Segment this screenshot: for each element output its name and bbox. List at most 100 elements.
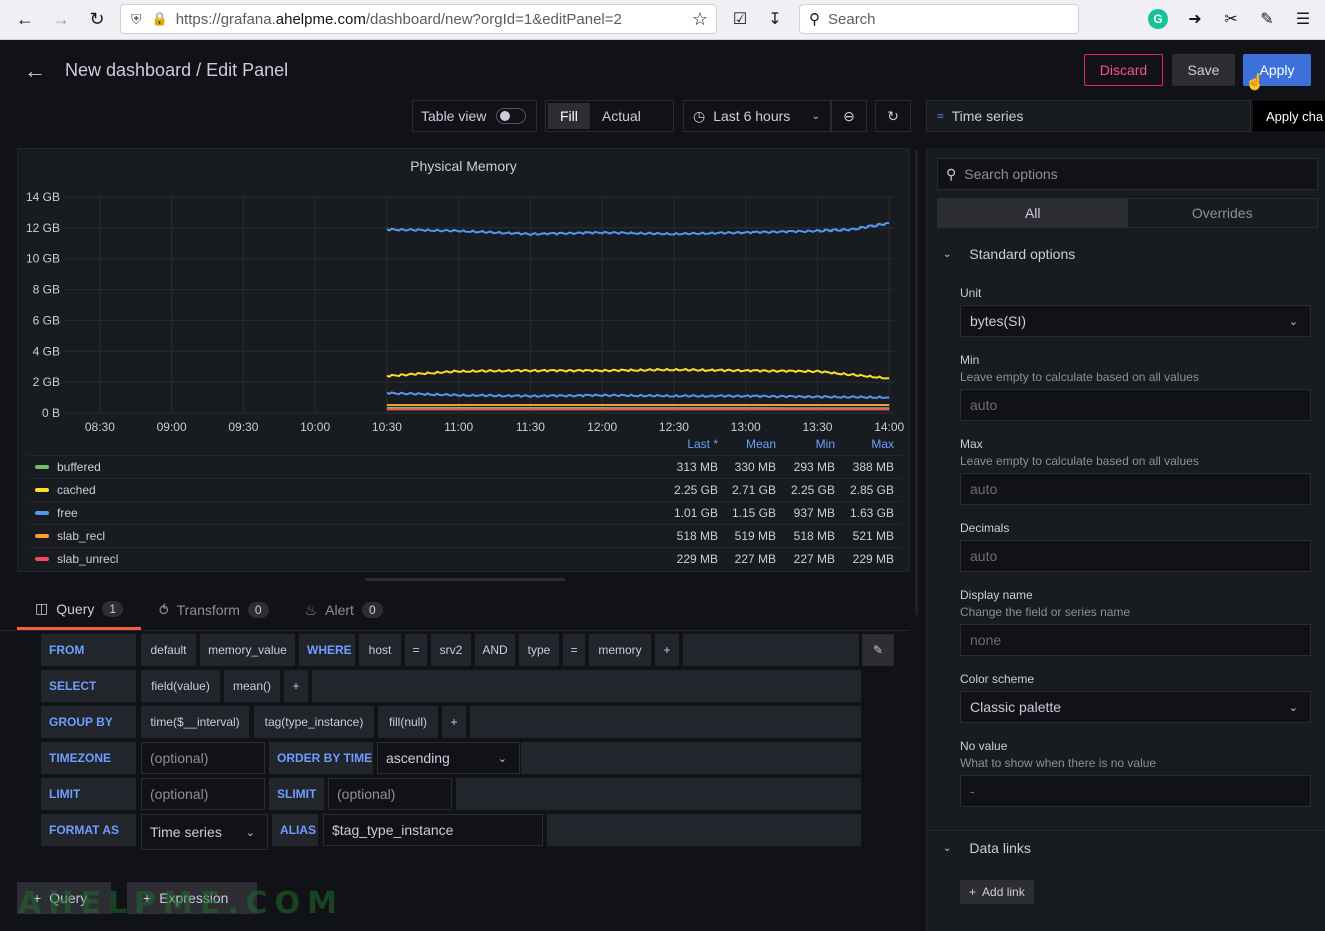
from-measurement[interactable]: memory_value — [200, 634, 295, 666]
edit-query-button[interactable]: ✎ — [862, 634, 894, 666]
legend-header-min[interactable]: Min — [815, 437, 835, 451]
add-expression-button[interactable]: + Expression — [127, 882, 257, 914]
unit-select[interactable]: bytes(SI) ⌄ — [960, 305, 1311, 337]
timezone-input[interactable]: (optional) — [141, 742, 265, 774]
add-query-button[interactable]: + Query — [17, 882, 111, 914]
standard-options-label: Standard options — [969, 246, 1076, 262]
display-name-input[interactable]: none — [960, 624, 1311, 656]
x-tick-label: 08:30 — [85, 420, 115, 434]
from-keyword: FROM — [41, 634, 136, 666]
slimit-input[interactable]: (optional) — [328, 778, 452, 810]
plus-icon: + — [143, 890, 152, 906]
from-policy[interactable]: default — [141, 634, 196, 666]
color-scheme-select[interactable]: Classic palette ⌄ — [960, 691, 1311, 723]
refresh-button[interactable]: ↻ — [875, 100, 911, 132]
add-link-button[interactable]: + Add link — [960, 880, 1034, 904]
select-function[interactable]: mean() — [224, 670, 280, 702]
back-arrow-icon[interactable]: ← — [24, 58, 46, 83]
group-by-time[interactable]: time($__interval) — [141, 706, 249, 738]
save-button[interactable]: Save — [1172, 54, 1235, 86]
max-input[interactable]: auto — [960, 473, 1311, 505]
where-value-memory[interactable]: memory — [589, 634, 651, 666]
legend-series-name: cached — [57, 483, 96, 497]
legend-row-free[interactable]: free 1.01 GB 1.15 GB 937 MB 1.63 GB — [28, 501, 902, 524]
tab-query[interactable]: ◫ Query 1 — [17, 590, 142, 630]
browser-search-input[interactable]: ⚲ Search — [799, 4, 1079, 34]
order-by-select[interactable]: ascending ⌄ — [377, 742, 520, 774]
section-divider — [927, 830, 1325, 831]
query-editor: FROM default memory_value WHERE host = s… — [0, 630, 910, 931]
standard-options-header[interactable]: ⌄ Standard options — [943, 246, 1075, 262]
grammarly-icon[interactable]: G — [1148, 9, 1168, 29]
display-name-label: Display name — [960, 588, 1033, 602]
group-by-fill[interactable]: fill(null) — [378, 706, 438, 738]
min-input[interactable]: auto — [960, 389, 1311, 421]
visualization-picker[interactable]: ≈ Time series — [926, 100, 1251, 132]
discard-button[interactable]: Discard — [1084, 54, 1163, 86]
decimals-label: Decimals — [960, 521, 1010, 535]
no-value-input[interactable]: - — [960, 775, 1311, 807]
pocket-icon[interactable]: ☑ — [732, 11, 748, 28]
extensions-icon[interactable]: ✎ — [1260, 11, 1274, 28]
resize-handle[interactable] — [365, 578, 565, 581]
legend-row-slab-recl[interactable]: slab_recl 518 MB 519 MB 518 MB 521 MB — [28, 524, 902, 547]
add-select-button[interactable]: + — [284, 670, 308, 702]
search-options-input[interactable]: ⚲ Search options — [937, 158, 1318, 190]
where-operator-2[interactable]: = — [563, 634, 585, 666]
download-icon[interactable]: ↧ — [768, 11, 782, 28]
x-tick-label: 12:30 — [659, 420, 689, 434]
and-condition[interactable]: AND — [475, 634, 515, 666]
legend-row-buffered[interactable]: buffered 313 MB 330 MB 293 MB 388 MB — [28, 455, 902, 478]
tab-transform[interactable]: ⥀ Transform 0 — [141, 590, 287, 630]
back-arrow-icon[interactable]: ← — [16, 8, 34, 29]
legend-header-mean[interactable]: Mean — [745, 437, 776, 451]
tab-alert[interactable]: ♨ Alert 0 — [287, 590, 401, 630]
menu-icon[interactable]: ☰ — [1295, 11, 1311, 28]
where-key-type[interactable]: type — [519, 634, 559, 666]
tab-query-label: Query — [56, 600, 95, 617]
url-bar[interactable]: ⛨ 🔒 https://grafana.ahelpme.com/dashboar… — [120, 4, 717, 34]
select-field[interactable]: field(value) — [141, 670, 220, 702]
chevron-down-icon: ⌄ — [497, 752, 507, 765]
plus-icon: + — [969, 885, 977, 899]
vertical-splitter[interactable] — [915, 150, 918, 615]
where-value-srv2[interactable]: srv2 — [431, 634, 471, 666]
reload-icon[interactable]: ↻ — [89, 8, 105, 29]
tab-all[interactable]: All — [938, 199, 1128, 227]
legend-header-last[interactable]: Last * — [687, 437, 718, 451]
decimals-input[interactable]: auto — [960, 540, 1311, 572]
table-view-toggle[interactable]: Table view — [412, 100, 537, 132]
screenshot-icon[interactable]: ✂ — [1224, 11, 1238, 28]
time-range-picker[interactable]: ◷ Last 6 hours ⌄ — [683, 100, 831, 132]
alias-input[interactable]: $tag_type_instance — [323, 814, 543, 846]
add-expression-label: Expression — [159, 890, 229, 906]
limit-input[interactable]: (optional) — [141, 778, 265, 810]
alias-keyword: ALIAS — [272, 814, 318, 846]
legend-value-mean: 330 MB — [734, 460, 776, 474]
fill-option[interactable]: Fill — [548, 103, 590, 129]
apply-button[interactable]: Apply — [1243, 54, 1311, 86]
where-operator-1[interactable]: = — [405, 634, 427, 666]
select-keyword: SELECT — [41, 670, 136, 702]
legend-row-cached[interactable]: cached 2.25 GB 2.71 GB 2.25 GB 2.85 GB — [28, 478, 902, 501]
group-by-tag[interactable]: tag(type_instance) — [254, 706, 374, 738]
search-icon: ⚲ — [946, 165, 957, 182]
star-icon[interactable]: ☆ — [691, 8, 708, 29]
legend-value-max: 1.63 GB — [849, 506, 894, 520]
extension-arrows-icon[interactable]: ➜ — [1188, 11, 1202, 28]
toggle-switch[interactable] — [496, 108, 527, 124]
actual-option[interactable]: Actual — [601, 108, 641, 124]
format-as-select[interactable]: Time series ⌄ — [141, 814, 268, 850]
add-group-button[interactable]: + — [442, 706, 466, 738]
where-key-host[interactable]: host — [359, 634, 401, 666]
forward-arrow-icon[interactable]: → — [52, 8, 70, 29]
legend-row-slab-unrecl[interactable]: slab_unrecl 229 MB 227 MB 227 MB 229 MB — [28, 547, 902, 570]
tab-overrides[interactable]: Overrides — [1191, 205, 1253, 221]
data-links-header[interactable]: ⌄ Data links — [943, 840, 1031, 856]
color-scheme-label: Color scheme — [960, 672, 1035, 686]
add-where-button[interactable]: + — [655, 634, 679, 666]
zoom-out-button[interactable]: ⊖ — [831, 100, 867, 132]
x-tick-label: 11:30 — [516, 420, 545, 434]
legend-header-max[interactable]: Max — [871, 437, 894, 451]
x-tick-label: 12:00 — [587, 420, 617, 434]
